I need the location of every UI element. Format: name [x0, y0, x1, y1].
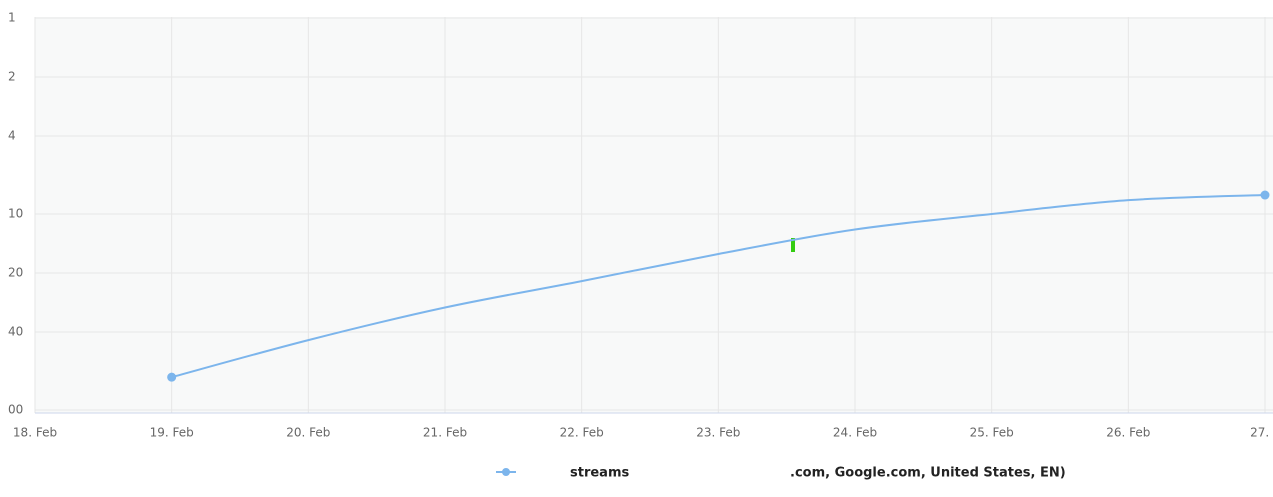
x-tick-label: 19. Feb — [150, 426, 194, 440]
legend-note: .com, Google.com, United States, EN) — [790, 466, 1066, 481]
y-tick-label: 10 — [8, 207, 23, 221]
point-marker — [167, 372, 177, 382]
y-tick-label: 20 — [8, 266, 23, 280]
point-marker — [1260, 190, 1270, 200]
x-tick-label: 18. Feb — [13, 426, 57, 440]
x-tick-label: 27. F — [1250, 426, 1273, 440]
legend-label[interactable]: streams — [570, 466, 629, 481]
x-tick-label: 21. Feb — [423, 426, 467, 440]
x-tick-label: 24. Feb — [833, 426, 877, 440]
x-tick-label: 20. Feb — [286, 426, 330, 440]
annotation-flag — [791, 238, 795, 252]
legend-marker — [502, 468, 510, 476]
series-line — [171, 194, 1266, 379]
plot-background — [35, 17, 1273, 413]
x-tick-label: 22. Feb — [560, 426, 604, 440]
x-tick-label: 26. Feb — [1106, 426, 1150, 440]
x-tick-label: 25. Feb — [970, 426, 1014, 440]
y-tick-label: 40 — [8, 325, 23, 339]
y-tick-label: 4 — [8, 129, 16, 143]
y-tick-label: 00 — [8, 403, 23, 417]
y-tick-label: 1 — [8, 11, 16, 25]
y-tick-label: 2 — [8, 70, 16, 84]
x-tick-label: 23. Feb — [696, 426, 740, 440]
